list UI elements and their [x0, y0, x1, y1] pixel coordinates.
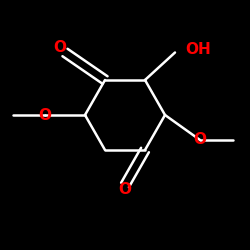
Text: O: O: [194, 132, 206, 148]
Text: O: O: [54, 40, 66, 55]
Text: O: O: [118, 182, 132, 198]
Text: O: O: [38, 108, 52, 122]
Text: OH: OH: [185, 42, 211, 58]
